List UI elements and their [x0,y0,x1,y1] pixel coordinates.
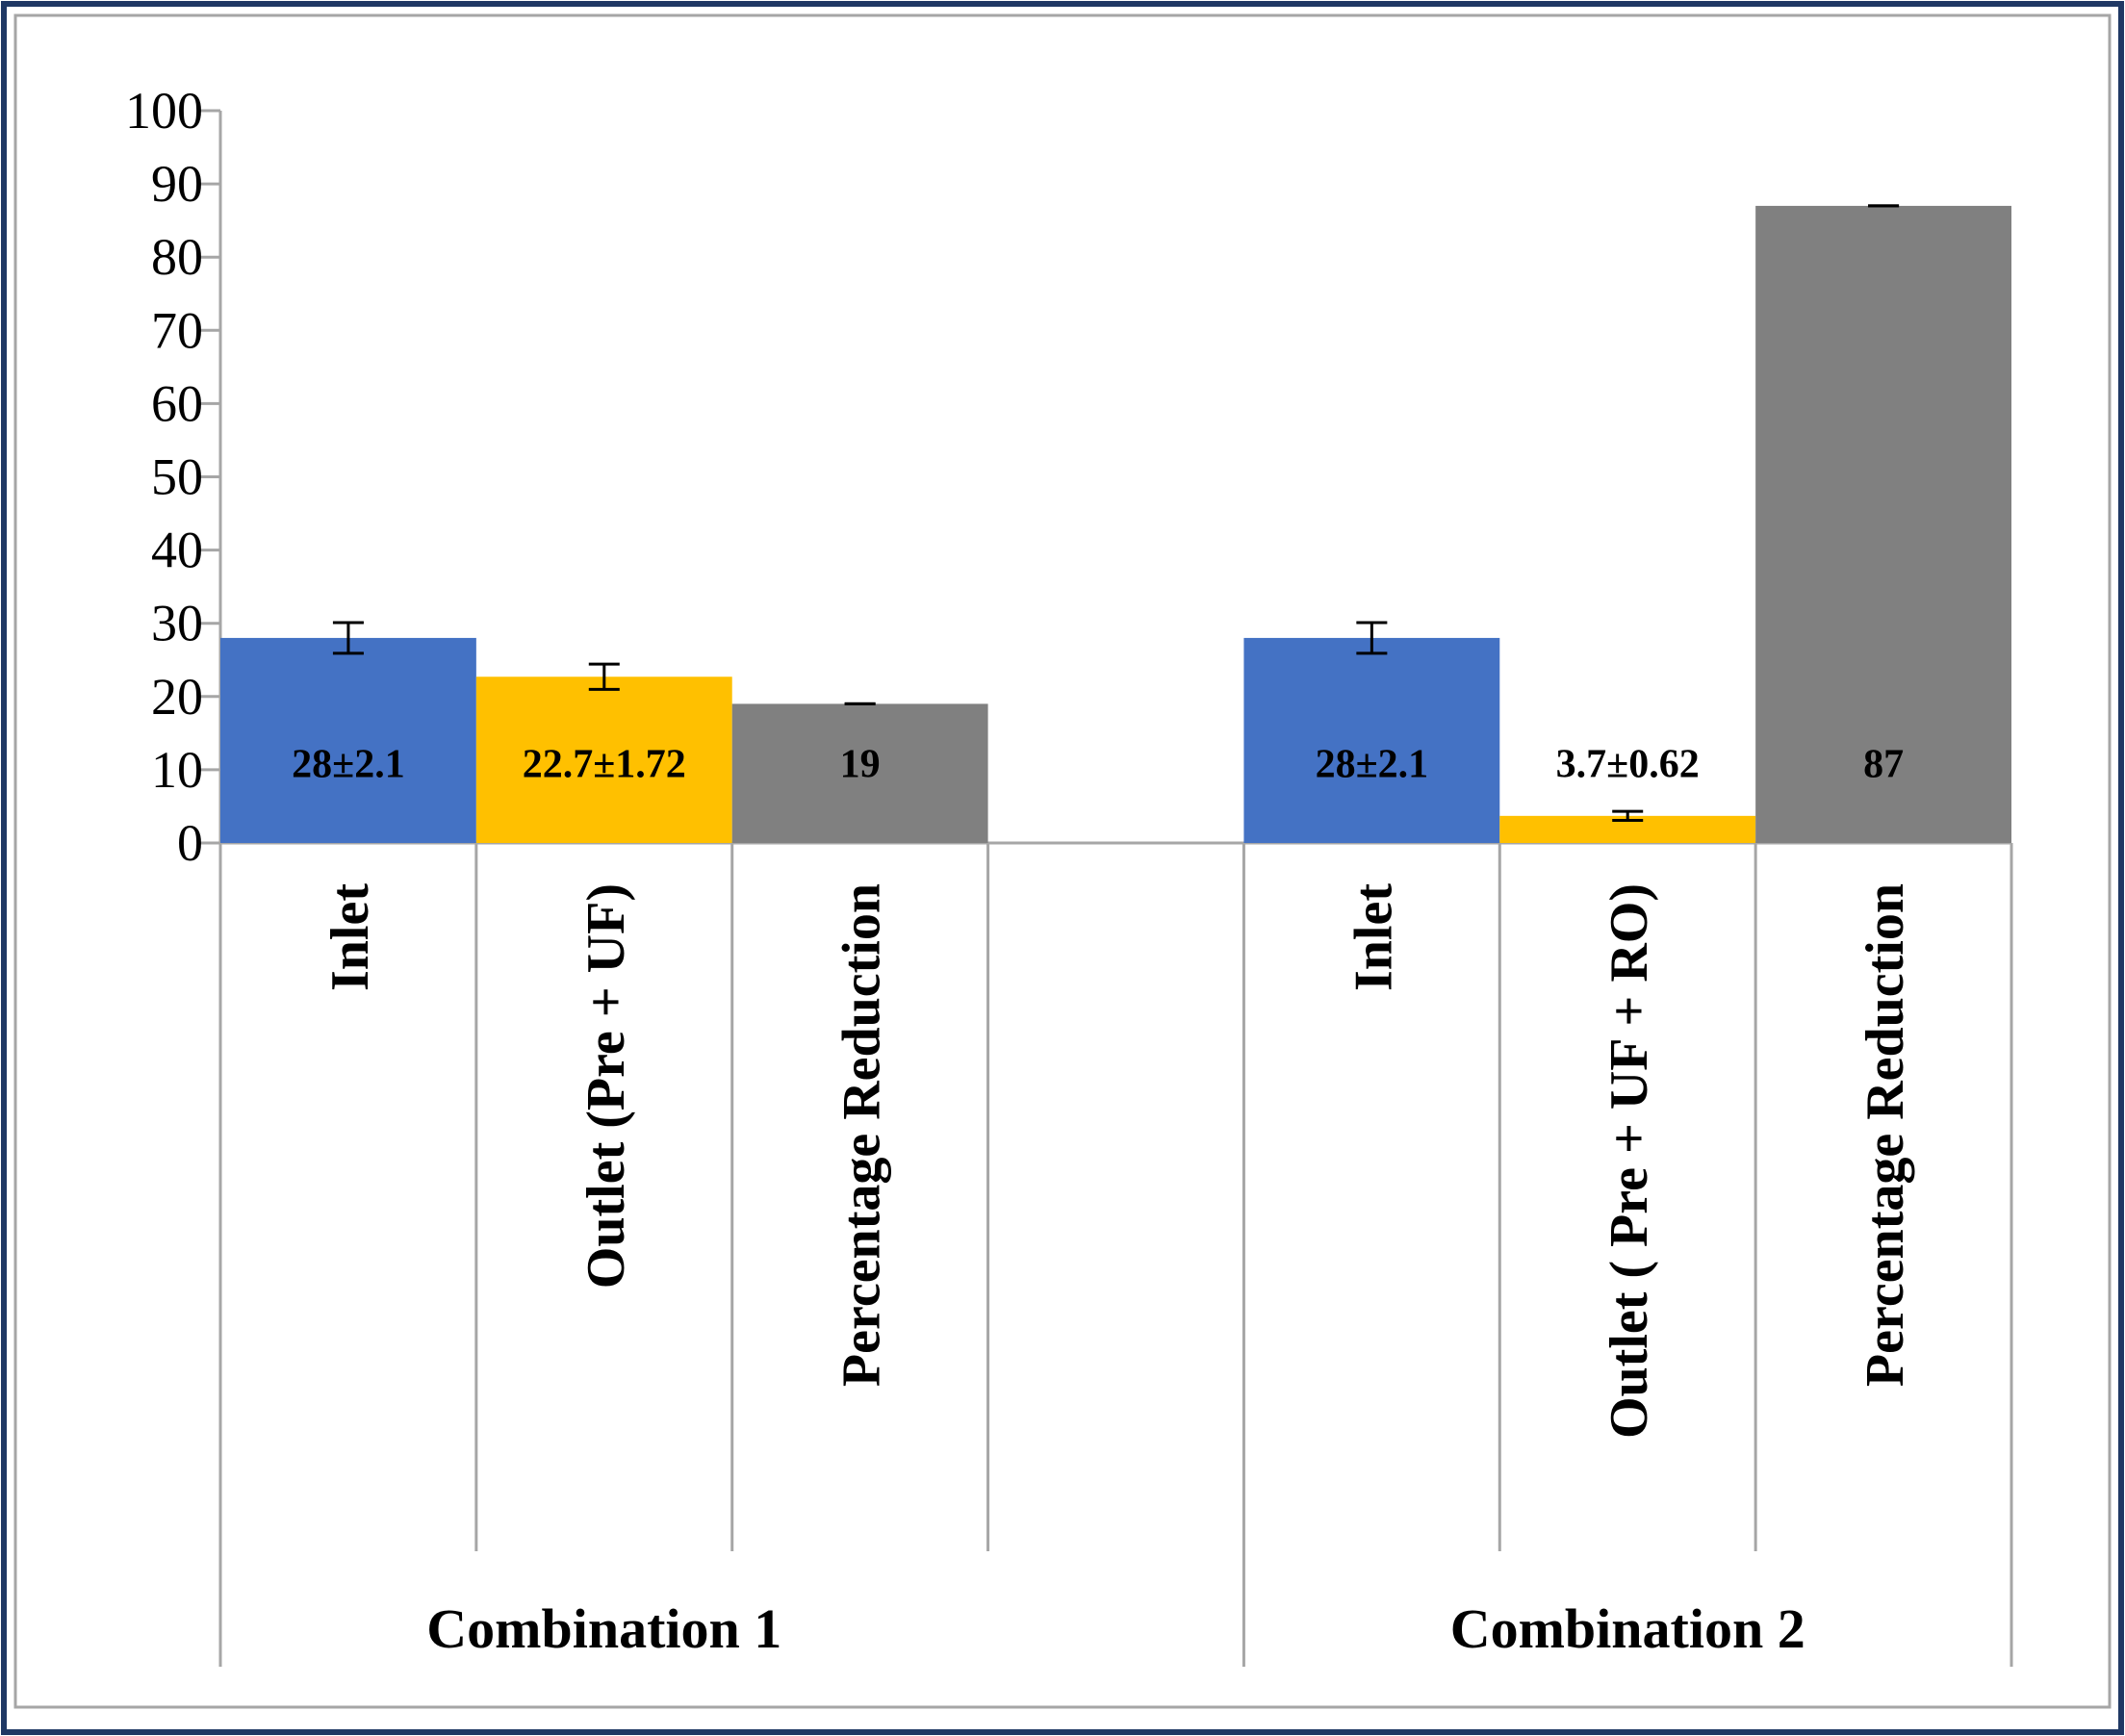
data-label-1-2: 22.7±1.72 [523,743,686,787]
data-label-1-3: 19 [840,743,881,787]
data-label-2-2: 3.7±0.62 [1556,743,1700,787]
y-tick-label-10: 10 [151,741,203,799]
group-label-1: Combination 1 [426,1597,781,1660]
y-tick-label-50: 50 [151,448,203,506]
y-tick-label-0: 0 [177,814,203,872]
data-label-1-1: 28±2.1 [292,743,405,787]
y-tick-label-80: 80 [151,228,203,286]
group-label-2: Combination 2 [1450,1597,1805,1660]
y-tick-label-70: 70 [151,301,203,359]
category-label-2-1: Inlet [1344,883,1403,991]
y-tick-label-40: 40 [151,522,203,579]
bar-1-1[interactable] [220,637,476,843]
inner-frame [13,13,2112,1709]
category-label-2-3: Percentage Reduction [1856,883,1915,1387]
category-label-1-2: Outlet (Pre + UF) [576,883,636,1289]
category-label-2-2: Outlet ( Pre + UF + RO) [1600,883,1659,1439]
data-label-2-3: 87 [1863,743,1904,787]
data-label-2-1: 28±2.1 [1316,743,1429,787]
bar-1-2[interactable] [475,677,732,843]
category-label-1-3: Percentage Reduction [832,883,892,1387]
y-tick-label-90: 90 [151,155,203,213]
y-tick-label-30: 30 [151,595,203,652]
y-tick-label-20: 20 [151,668,203,726]
category-label-1-1: Inlet [320,883,380,991]
y-tick-label-60: 60 [151,374,203,432]
bar-2-1[interactable] [1243,637,1500,843]
bar-2-3[interactable] [1755,205,2011,843]
y-tick-label-100: 100 [125,82,203,140]
bar-1-3[interactable] [731,703,988,843]
